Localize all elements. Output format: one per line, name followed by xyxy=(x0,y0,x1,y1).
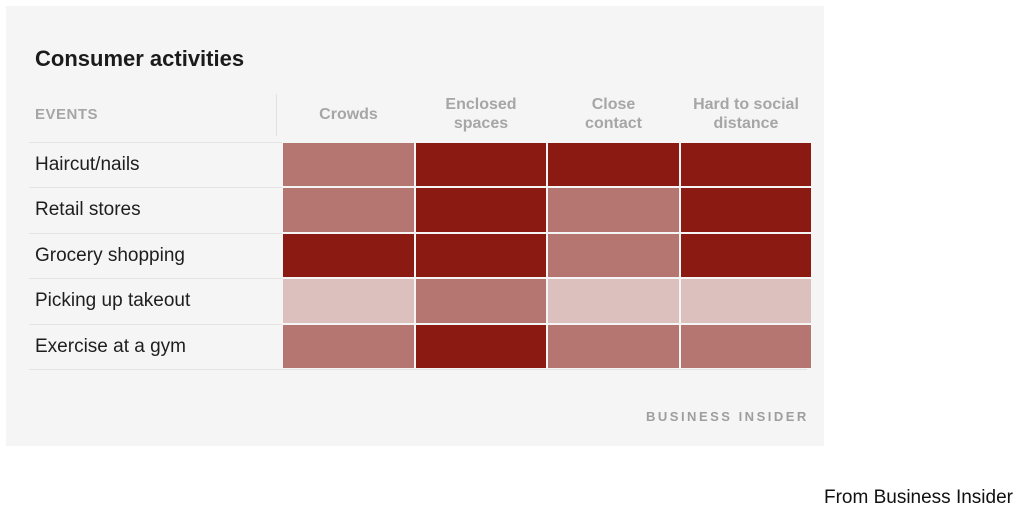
heatmap-cell xyxy=(282,142,415,187)
heatmap-cell xyxy=(415,278,547,324)
heatmap-cell xyxy=(415,187,547,233)
row-header-label: EVENTS xyxy=(35,105,99,123)
heatmap-cell xyxy=(547,187,680,233)
row-divider xyxy=(29,369,807,370)
heatmap-cell xyxy=(680,324,812,369)
heatmap-cell xyxy=(547,142,680,187)
column-header-close-contact: Close contact xyxy=(585,96,642,132)
header-divider xyxy=(276,94,277,136)
heatmap-cell xyxy=(415,142,547,187)
column-header-hard-to-social-distance: Hard to social distance xyxy=(693,96,799,132)
column-header-crowds: Crowds xyxy=(319,105,378,123)
column-header-enclosed-spaces: Enclosed spaces xyxy=(445,96,517,132)
chart-title: Consumer activities xyxy=(35,46,245,71)
heatmap-cell xyxy=(282,324,415,369)
heatmap-cell xyxy=(680,233,812,278)
row-label-exercise-at-a-gym: Exercise at a gym xyxy=(35,335,186,357)
heatmap-cell xyxy=(680,278,812,324)
row-label-picking-up-takeout: Picking up takeout xyxy=(35,289,191,311)
heatmap-cell xyxy=(415,324,547,369)
source-caption: From Business Insider xyxy=(823,487,1013,508)
heatmap-cell xyxy=(547,233,680,278)
row-label-grocery-shopping: Grocery shopping xyxy=(35,244,185,266)
heatmap-cell xyxy=(282,233,415,278)
heatmap-cell xyxy=(282,187,415,233)
heatmap-cell xyxy=(547,324,680,369)
heatmap-cell xyxy=(415,233,547,278)
brand-logo-text: BUSINESS INSIDER xyxy=(646,409,809,424)
heatmap-cell xyxy=(680,187,812,233)
row-label-retail-stores: Retail stores xyxy=(35,198,141,220)
heatmap-cell xyxy=(680,142,812,187)
heatmap-cell xyxy=(547,278,680,324)
row-label-haircut-nails: Haircut/nails xyxy=(35,153,140,175)
heatmap-cell xyxy=(282,278,415,324)
